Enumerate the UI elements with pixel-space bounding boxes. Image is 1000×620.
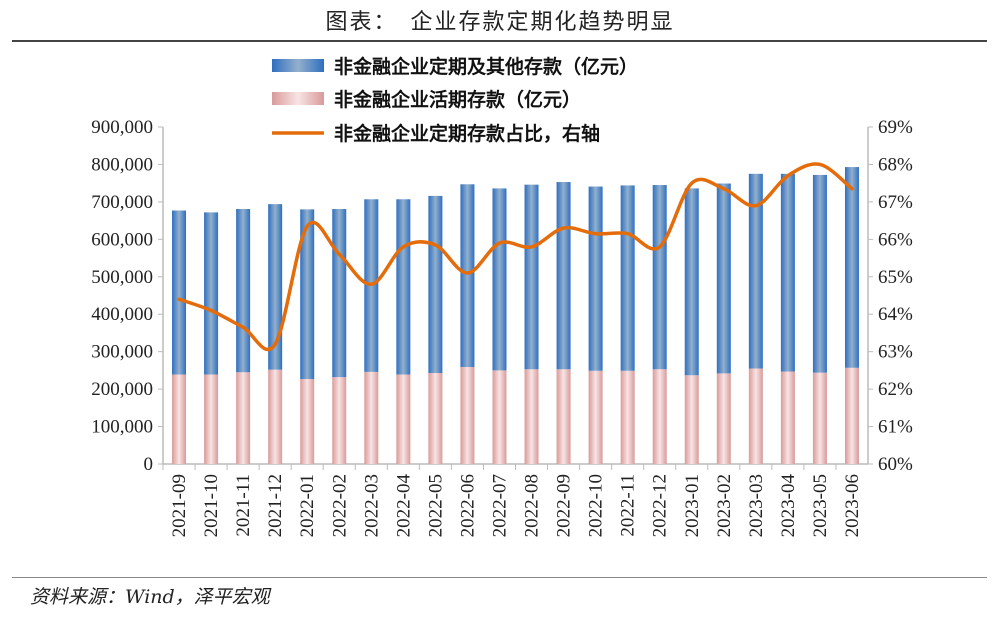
- bar-demand-deposit: [684, 375, 699, 464]
- left-tick-label: 500,000: [91, 267, 153, 288]
- bar-time-deposit: [396, 199, 411, 375]
- x-tick-label: 2023-06: [842, 474, 863, 537]
- bar-time-deposit: [620, 185, 635, 371]
- x-tick-label: 2022-12: [650, 474, 671, 537]
- x-tick-label: 2023-03: [746, 474, 767, 537]
- right-tick-label: 60%: [878, 454, 913, 475]
- bar-time-deposit: [460, 184, 475, 368]
- bar-demand-deposit: [492, 370, 507, 464]
- bar-time-deposit: [236, 209, 251, 373]
- bar-demand-deposit: [396, 374, 411, 464]
- bar-demand-deposit: [300, 379, 315, 464]
- bar-time-deposit: [556, 182, 571, 370]
- x-tick-label: 2021-09: [169, 474, 190, 537]
- ratio-line: [177, 162, 854, 352]
- legend-label: 非金融企业定期存款占比，右轴: [334, 122, 600, 145]
- bar-demand-deposit: [204, 374, 219, 464]
- left-tick-label: 600,000: [91, 229, 153, 250]
- bar-demand-deposit: [748, 368, 763, 464]
- bar-demand-deposit: [716, 373, 731, 464]
- bar-demand-deposit: [652, 369, 667, 464]
- bar-demand-deposit: [812, 372, 827, 464]
- left-tick-label: 900,000: [91, 117, 153, 138]
- legend-label: 非金融企业定期及其他存款（亿元）: [334, 55, 638, 78]
- bar-demand-deposit: [172, 374, 187, 464]
- bar-time-deposit: [748, 173, 763, 369]
- bar-time-deposit: [716, 183, 731, 374]
- bar-demand-deposit: [620, 370, 635, 464]
- legend-swatch-time-deposit: [272, 59, 324, 72]
- x-tick-label: 2023-02: [714, 474, 735, 537]
- right-tick-label: 69%: [878, 117, 913, 138]
- bar-demand-deposit: [460, 367, 475, 464]
- x-tick-label: 2022-04: [393, 474, 414, 538]
- left-tick-label: 100,000: [91, 417, 153, 438]
- x-tick-label: 2022-08: [522, 474, 543, 537]
- bar-time-deposit: [652, 185, 667, 370]
- title-divider: [12, 40, 987, 42]
- bar-time-deposit: [172, 210, 187, 375]
- chart-title: 图表： 企业存款定期化趋势明显: [325, 10, 675, 35]
- bar-time-deposit: [588, 186, 603, 371]
- bar-demand-deposit: [268, 369, 283, 464]
- x-tick-label: 2021-10: [201, 474, 222, 537]
- right-tick-label: 62%: [878, 379, 913, 400]
- x-tick-label: 2022-11: [618, 474, 639, 537]
- bar-time-deposit: [780, 173, 795, 372]
- x-tick-label: 2022-06: [457, 474, 478, 537]
- left-tick-label: 800,000: [91, 154, 153, 175]
- x-tick-label: 2023-05: [810, 474, 831, 537]
- x-tick-label: 2022-09: [554, 474, 575, 537]
- right-tick-label: 66%: [878, 229, 913, 250]
- right-tick-label: 65%: [878, 267, 913, 288]
- left-tick-label: 200,000: [91, 379, 153, 400]
- bar-demand-deposit: [364, 371, 379, 464]
- bar-time-deposit: [684, 188, 699, 376]
- left-tick-label: 300,000: [91, 342, 153, 363]
- x-tick-label: 2022-05: [425, 474, 446, 537]
- x-tick-label: 2023-01: [682, 474, 703, 537]
- bar-demand-deposit: [524, 369, 539, 464]
- x-tick-label: 2022-02: [329, 474, 350, 537]
- legend-swatch-demand-deposit: [272, 92, 324, 105]
- source-divider: [12, 577, 987, 578]
- x-tick-label: 2021-11: [233, 474, 254, 537]
- legend-label: 非金融企业活期存款（亿元）: [334, 88, 581, 111]
- left-tick-label: 0: [144, 454, 154, 475]
- right-tick-label: 68%: [878, 154, 913, 175]
- bar-demand-deposit: [556, 369, 571, 464]
- x-tick-label: 2022-10: [586, 474, 607, 537]
- bar-time-deposit: [428, 195, 443, 374]
- bar-demand-deposit: [236, 372, 251, 464]
- x-tick-label: 2021-12: [265, 474, 286, 537]
- bar-demand-deposit: [588, 370, 603, 464]
- bar-time-deposit: [204, 212, 219, 375]
- bar-demand-deposit: [780, 371, 795, 464]
- bar-demand-deposit: [844, 367, 859, 464]
- left-tick-label: 400,000: [91, 304, 153, 325]
- right-tick-label: 63%: [878, 342, 913, 363]
- right-tick-label: 64%: [878, 304, 913, 325]
- bar-time-deposit: [844, 167, 859, 368]
- bar-demand-deposit: [332, 377, 347, 464]
- x-tick-label: 2022-01: [297, 474, 318, 537]
- source-note: 资料来源：Wind，泽平宏观: [30, 586, 270, 608]
- bar-time-deposit: [300, 209, 315, 380]
- bar-demand-deposit: [428, 373, 443, 464]
- x-tick-label: 2022-03: [361, 474, 382, 537]
- x-tick-label: 2022-07: [489, 474, 510, 537]
- right-tick-label: 67%: [878, 192, 913, 213]
- bar-time-deposit: [492, 188, 507, 371]
- bar-time-deposit: [332, 209, 347, 378]
- left-tick-label: 700,000: [91, 192, 153, 213]
- bar-time-deposit: [524, 184, 539, 370]
- x-tick-label: 2023-04: [778, 474, 799, 538]
- bar-time-deposit: [812, 174, 827, 373]
- right-tick-label: 61%: [878, 417, 913, 438]
- bar-time-deposit: [268, 204, 283, 370]
